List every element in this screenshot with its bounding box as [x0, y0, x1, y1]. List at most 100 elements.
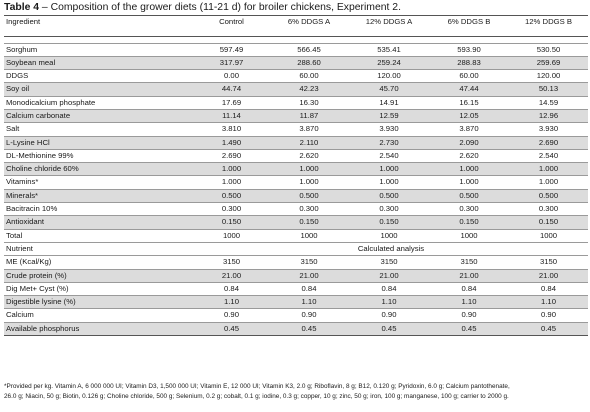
table-cell: 3.930	[509, 122, 588, 137]
row-label: L-Lysine HCl	[4, 135, 194, 150]
table-row: Choline chloride 60% 1.000 1.000 1.000 1.000…	[4, 162, 588, 176]
table-cell: 50.13	[509, 82, 588, 97]
table-caption: – Composition of the grower diets (11-21…	[39, 2, 401, 13]
column-header: Control	[194, 15, 269, 37]
table-cell: 2.540	[509, 148, 588, 163]
table-cell: 1.10	[194, 295, 269, 309]
table-row: Dig Met+ Cyst (%) 0.84 0.84 0.84 0.84 0.84	[4, 281, 588, 296]
table-cell: 60.00	[429, 69, 509, 83]
table-cell: 1.000	[269, 175, 349, 190]
row-label: Calcium	[4, 308, 194, 323]
header-row: Ingredient Control 6% DDGS A 12% DDGS A …	[4, 15, 588, 37]
table-cell: 0.300	[429, 202, 509, 216]
table-cell: 21.00	[349, 268, 429, 283]
table-cell: 1.000	[349, 175, 429, 190]
table-cell: 1.000	[194, 175, 269, 190]
table-cell: 530.50	[509, 42, 588, 57]
table-cell: 0.45	[349, 321, 429, 337]
table-cell: 2.620	[429, 148, 509, 163]
nutrient-header-row: Nutrient Calculated analysis	[4, 241, 588, 256]
table-row: ME (Kcal/Kg) 3150 3150 3150 3150 3150	[4, 255, 588, 270]
table-cell: 0.90	[194, 308, 269, 323]
table-cell: 0.45	[194, 321, 269, 337]
table-cell: 0.500	[429, 188, 509, 203]
table-cell: 0.150	[509, 215, 588, 230]
row-label: Calcium carbonate	[4, 108, 194, 123]
table-cell: 1.10	[269, 295, 349, 309]
column-header: 6% DDGS B	[429, 15, 509, 37]
table-cell: 2.620	[269, 148, 349, 163]
row-label: Available phosphorus	[4, 321, 194, 337]
table-cell: 3150	[429, 255, 509, 270]
table-cell: 3.930	[349, 122, 429, 137]
table-row: Soybean meal 317.97 288.60 259.24 288.83 259.…	[4, 55, 588, 70]
table-cell: 12.05	[429, 108, 509, 123]
column-header: 6% DDGS A	[269, 15, 349, 37]
table-row: Antioxidant 0.150 0.150 0.150 0.150 0.150	[4, 215, 588, 230]
row-label: Minerals*	[4, 188, 194, 203]
table-cell: 0.45	[509, 321, 588, 337]
table-cell: 1.000	[349, 162, 429, 176]
table-cell: 0.150	[269, 215, 349, 230]
table-cell: 1.000	[194, 162, 269, 176]
row-label: Vitamins*	[4, 175, 194, 190]
spacer-row	[4, 36, 588, 43]
table-cell: 0.300	[194, 202, 269, 216]
table-cell: 0.00	[194, 69, 269, 83]
row-label: DDGS	[4, 69, 194, 83]
table-cell: 1.000	[429, 162, 509, 176]
table-row: Total 1000 1000 1000 1000 1000	[4, 228, 588, 243]
row-label: Digestible lysine (%)	[4, 295, 194, 309]
row-label: ME (Kcal/Kg)	[4, 255, 194, 270]
table-cell: 3.870	[429, 122, 509, 137]
table-cell: 3.810	[194, 122, 269, 137]
table-number: Table 4	[4, 2, 40, 13]
table-cell: 0.500	[194, 188, 269, 203]
table-row: Vitamins* 1.000 1.000 1.000 1.000 1.000	[4, 175, 588, 190]
table-cell: 16.15	[429, 95, 509, 110]
table-cell: 0.500	[269, 188, 349, 203]
footnote-line: 26.0 g; Niacin, 50 g; Biotin, 0.126 g; C…	[4, 393, 509, 400]
table-cell: 1.10	[509, 295, 588, 309]
row-label: Soy oil	[4, 82, 194, 97]
table-cell: 11.14	[194, 108, 269, 123]
table-cell: 1000	[429, 228, 509, 243]
table-cell: 288.60	[269, 55, 349, 70]
table-cell: 0.90	[429, 308, 509, 323]
table-row: L-Lysine HCl 1.490 2.110 2.730 2.090 2.690	[4, 135, 588, 150]
column-header: 12% DDGS B	[509, 15, 588, 37]
table-row: Bacitracin 10% 0.300 0.300 0.300 0.300 0.300	[4, 202, 588, 216]
row-label: Salt	[4, 122, 194, 137]
table-body: Ingredient Control 6% DDGS A 12% DDGS A …	[4, 15, 588, 337]
table-cell: 21.00	[509, 268, 588, 283]
table-cell: 593.90	[429, 42, 509, 57]
row-label: Dig Met+ Cyst (%)	[4, 281, 194, 296]
table-cell: 2.090	[429, 135, 509, 150]
table-cell: 21.00	[429, 268, 509, 283]
table-cell: 17.69	[194, 95, 269, 110]
table-cell: 1000	[349, 228, 429, 243]
composition-table: Ingredient Control 6% DDGS A 12% DDGS A …	[4, 15, 588, 337]
table-cell: 3.870	[269, 122, 349, 137]
table-cell: 1.000	[509, 162, 588, 176]
table-cell: 2.690	[194, 148, 269, 163]
table-cell: 1.000	[429, 175, 509, 190]
table-cell: 120.00	[509, 69, 588, 83]
table-cell: 317.97	[194, 55, 269, 70]
table-row: Soy oil 44.74 42.23 45.70 47.44 50.13	[4, 82, 588, 97]
table-row: DL-Methionine 99% 2.690 2.620 2.540 2.620 2.5…	[4, 148, 588, 163]
table-row: Salt 3.810 3.870 3.930 3.870 3.930	[4, 122, 588, 137]
column-header: 12% DDGS A	[349, 15, 429, 37]
table-cell: 1.490	[194, 135, 269, 150]
row-label: Nutrient	[4, 241, 194, 256]
table-cell: 1000	[194, 228, 269, 243]
table-cell: 2.690	[509, 135, 588, 150]
table-cell: 0.300	[269, 202, 349, 216]
table-cell: 14.91	[349, 95, 429, 110]
table-cell: 12.96	[509, 108, 588, 123]
table-cell: 11.87	[269, 108, 349, 123]
table-cell: 44.74	[194, 82, 269, 97]
table-row: Calcium carbonate 11.14 11.87 12.59 12.05 12.…	[4, 108, 588, 123]
table-cell: 0.84	[429, 281, 509, 296]
table-cell: 597.49	[194, 42, 269, 57]
